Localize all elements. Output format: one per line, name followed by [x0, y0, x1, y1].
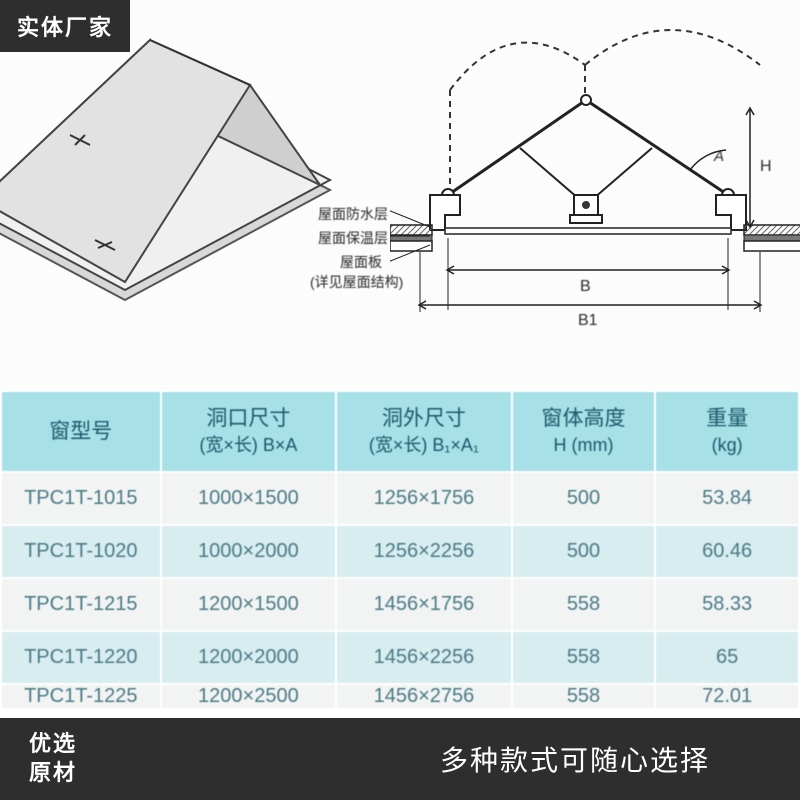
cell-opening: 1000×2000 [161, 525, 337, 578]
cell-height: 558 [512, 631, 656, 684]
dim-h: H [760, 158, 772, 176]
cell-model: TPC1T-1215 [1, 578, 161, 631]
cell-height: 500 [512, 472, 656, 525]
table-header-row: 窗型号 洞口尺寸(宽×长) B×A 洞外尺寸(宽×长) B₁×A₁ 窗体高度H … [1, 391, 799, 472]
dim-b1: B1 [578, 312, 598, 330]
skylight-isometric [0, 0, 360, 370]
dim-angle: A [714, 148, 724, 165]
page-root: 屋面防水层 屋面保温层 屋面板 (详见屋面结构) B B1 H A 窗型号 洞口… [0, 0, 800, 800]
th-height: 窗体高度H (mm) [512, 391, 656, 472]
cell-opening: 1200×1500 [161, 578, 337, 631]
table-row: TPC1T-1015 1000×1500 1256×1756 500 53.84 [1, 472, 799, 525]
label-roof-panel: 屋面板 [340, 252, 382, 272]
badge-top-left: 实体厂家 [0, 0, 130, 52]
bottom-banner: 多种款式可随心选择 [0, 718, 800, 800]
cell-weight: 60.46 [655, 525, 799, 578]
table-body: TPC1T-1015 1000×1500 1256×1756 500 53.84… [1, 472, 799, 709]
table-row: TPC1T-1220 1200×2000 1456×2256 558 65 [1, 631, 799, 684]
banner-text: 多种款式可随心选择 [440, 739, 710, 779]
diagram-area: 屋面防水层 屋面保温层 屋面板 (详见屋面结构) B B1 H A [0, 0, 800, 390]
badge-tl-text: 实体厂家 [17, 10, 113, 42]
cell-opening: 1200×2000 [161, 631, 337, 684]
cell-outer: 1456×2256 [336, 631, 512, 684]
cell-weight: 53.84 [655, 472, 799, 525]
cell-outer: 1456×1756 [336, 578, 512, 631]
label-waterproof: 屋面防水层 [318, 204, 388, 224]
cell-outer: 1256×2256 [336, 525, 512, 578]
cell-height: 500 [512, 525, 656, 578]
table-row: TPC1T-1225 1200×2500 1456×2756 558 72.01 [1, 684, 799, 709]
cell-outer: 1456×2756 [336, 684, 512, 709]
table-row: TPC1T-1215 1200×1500 1456×1756 558 58.33 [1, 578, 799, 631]
th-opening: 洞口尺寸(宽×长) B×A [161, 391, 337, 472]
cell-weight: 65 [655, 631, 799, 684]
spec-table: 窗型号 洞口尺寸(宽×长) B×A 洞外尺寸(宽×长) B₁×A₁ 窗体高度H … [0, 390, 800, 710]
th-weight: 重量(kg) [655, 391, 799, 472]
cell-height: 558 [512, 578, 656, 631]
badge-bottom-left: 优选 原材 [0, 718, 106, 800]
cell-model: TPC1T-1220 [1, 631, 161, 684]
badge-bl-text: 优选 原材 [29, 730, 77, 787]
cell-height: 558 [512, 684, 656, 709]
cell-weight: 58.33 [655, 578, 799, 631]
table-row: TPC1T-1020 1000×2000 1256×2256 500 60.46 [1, 525, 799, 578]
label-insulation: 屋面保温层 [318, 228, 388, 248]
th-model: 窗型号 [1, 391, 161, 472]
dim-b: B [580, 278, 591, 296]
cell-model: TPC1T-1020 [1, 525, 161, 578]
cell-opening: 1200×2500 [161, 684, 337, 709]
cell-model: TPC1T-1225 [1, 684, 161, 709]
cell-weight: 72.01 [655, 684, 799, 709]
spec-table-area: 窗型号 洞口尺寸(宽×长) B×A 洞外尺寸(宽×长) B₁×A₁ 窗体高度H … [0, 390, 800, 718]
cell-outer: 1256×1756 [336, 472, 512, 525]
cell-opening: 1000×1500 [161, 472, 337, 525]
label-note: (详见屋面结构) [310, 272, 403, 292]
th-outer: 洞外尺寸(宽×长) B₁×A₁ [336, 391, 512, 472]
cell-model: TPC1T-1015 [1, 472, 161, 525]
